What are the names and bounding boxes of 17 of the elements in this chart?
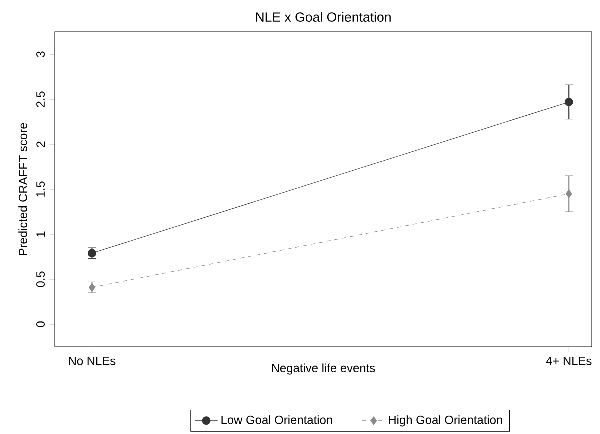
point [566,190,572,198]
y-tick-label: 1.5 [36,182,45,197]
x-tick-label: No NLEs [69,357,116,366]
y-tick-label: 3 [36,52,45,58]
y-tick-label: 1 [36,232,45,237]
y-tick-label: 0.5 [36,272,45,288]
legend-label: Low Goal Orientation [222,416,332,424]
x-tick-label: 4+ NLEs [546,357,592,366]
chart-title: NLE x Goal Orientation [256,12,391,22]
y-tick-label: 2 [36,142,45,148]
y-tick-label: 0 [36,322,45,328]
x-axis-title: Negative life events [272,364,376,375]
point [564,98,574,106]
point [88,283,96,292]
legend-label: High Goal Orientation [389,416,502,427]
y-axis-title: Predicted CRAFFT score [18,123,28,256]
y-tick-label: 2.5 [36,92,45,108]
